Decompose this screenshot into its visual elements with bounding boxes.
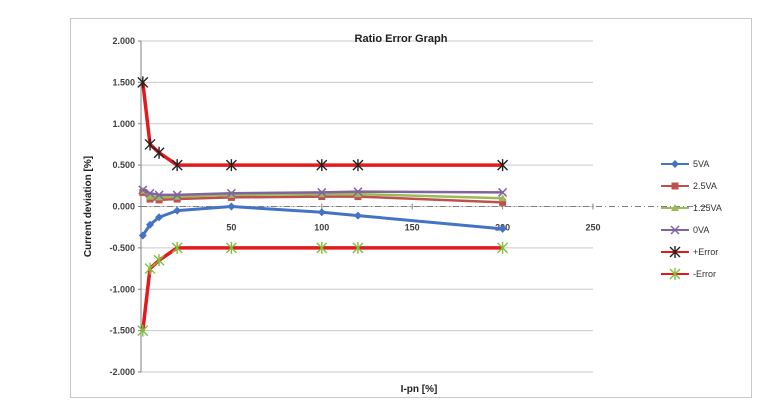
y-axis-title: Current deviation [%] — [83, 156, 94, 257]
legend-label: +Error — [693, 247, 718, 257]
series--error — [137, 241, 509, 337]
legend-entry: 5VA — [661, 159, 709, 169]
data-point — [497, 241, 509, 254]
data-point — [155, 213, 164, 222]
legend-label: 1.25VA — [693, 203, 722, 213]
data-point — [316, 159, 328, 172]
data-point — [137, 324, 149, 337]
x-tick-label: 150 — [405, 223, 420, 233]
legend-entry: 0VA — [661, 225, 709, 235]
data-point — [153, 146, 165, 159]
chart-frame: 2.000 1.500 1.000 0.500 0.000 -0.500 -1.000 -1.… — [70, 18, 752, 398]
data-point — [225, 241, 237, 254]
legend-entry: 1.25VA — [661, 203, 722, 213]
y-tick-label: 0.000 — [112, 202, 135, 212]
data-point — [144, 262, 156, 275]
data-point — [146, 192, 155, 200]
y-tick-labels: 2.000 1.500 1.000 0.500 0.000 -0.500 -1.000 -1.… — [109, 36, 141, 377]
data-point — [671, 182, 679, 190]
chart-title: Ratio Error Graph — [355, 33, 448, 45]
series-0va — [138, 185, 508, 200]
data-point — [671, 160, 679, 168]
data-point — [226, 188, 236, 198]
data-point — [138, 185, 148, 195]
data-point — [498, 194, 507, 202]
legend-entry: +Error — [661, 246, 718, 258]
data-point — [353, 190, 362, 198]
data-point — [352, 241, 364, 254]
data-point — [669, 246, 681, 258]
y-tick-label: 1.000 — [112, 119, 135, 129]
legend: 5VA 2.5VA 1.25VA 0VA +Error -Error — [661, 159, 722, 280]
data-point — [352, 159, 364, 172]
data-point — [144, 138, 156, 151]
data-point — [498, 187, 508, 197]
data-point — [137, 76, 149, 89]
data-point — [498, 224, 507, 233]
legend-label: -Error — [693, 269, 716, 279]
data-point — [225, 159, 237, 172]
ratio-error-chart: 2.000 1.500 1.000 0.500 0.000 -0.500 -1.000 -1.… — [83, 33, 722, 395]
data-point — [671, 204, 679, 211]
data-point — [138, 231, 147, 240]
data-point — [669, 268, 681, 280]
data-point — [173, 206, 182, 215]
legend-label: 2.5VA — [693, 181, 717, 191]
data-point — [172, 190, 182, 200]
data-point — [670, 225, 680, 235]
data-point — [317, 208, 326, 217]
data-point — [227, 202, 236, 211]
x-tick-label: 100 — [314, 223, 329, 233]
data-point — [145, 188, 155, 198]
y-tick-label: -2.000 — [109, 367, 135, 377]
x-tick-labels: 50100150200250 — [226, 203, 601, 233]
series-line — [142, 188, 503, 197]
legend-entry: 2.5VA — [661, 181, 717, 191]
x-tick-label: 250 — [585, 223, 600, 233]
legend-label: 0VA — [693, 225, 709, 235]
data-point — [155, 193, 164, 201]
y-tick-label: 2.000 — [112, 36, 135, 46]
data-point — [153, 254, 165, 267]
legend-label: 5VA — [693, 159, 709, 169]
y-tick-label: -1.000 — [109, 284, 135, 294]
series-5va — [138, 202, 507, 240]
data-point — [154, 190, 164, 200]
y-tick-label: -0.500 — [109, 243, 135, 253]
y-tick-label: 0.500 — [112, 160, 135, 170]
data-point — [499, 198, 507, 206]
x-axis-title: I-pn [%] — [401, 384, 438, 395]
data-point — [497, 159, 509, 172]
data-point — [171, 159, 183, 172]
y-tick-label: -1.500 — [109, 326, 135, 336]
x-tick-label: 50 — [226, 223, 236, 233]
legend-entry: -Error — [661, 268, 716, 280]
series--error — [137, 76, 509, 172]
data-point — [353, 211, 362, 220]
data-point — [317, 187, 327, 197]
series-layer — [137, 76, 509, 337]
y-tick-label: 1.500 — [112, 77, 135, 87]
data-point — [171, 241, 183, 254]
data-point — [146, 220, 155, 229]
data-point — [316, 241, 328, 254]
data-point — [353, 187, 363, 197]
